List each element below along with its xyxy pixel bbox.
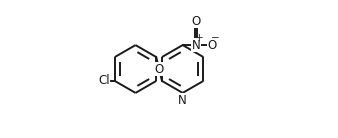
Text: O: O bbox=[154, 63, 164, 75]
Text: N: N bbox=[192, 39, 200, 52]
Text: +: + bbox=[195, 33, 203, 43]
Text: −: − bbox=[211, 33, 219, 43]
Text: Cl: Cl bbox=[99, 75, 111, 87]
Text: O: O bbox=[192, 15, 201, 28]
Text: N: N bbox=[178, 94, 187, 107]
Text: O: O bbox=[207, 39, 217, 52]
